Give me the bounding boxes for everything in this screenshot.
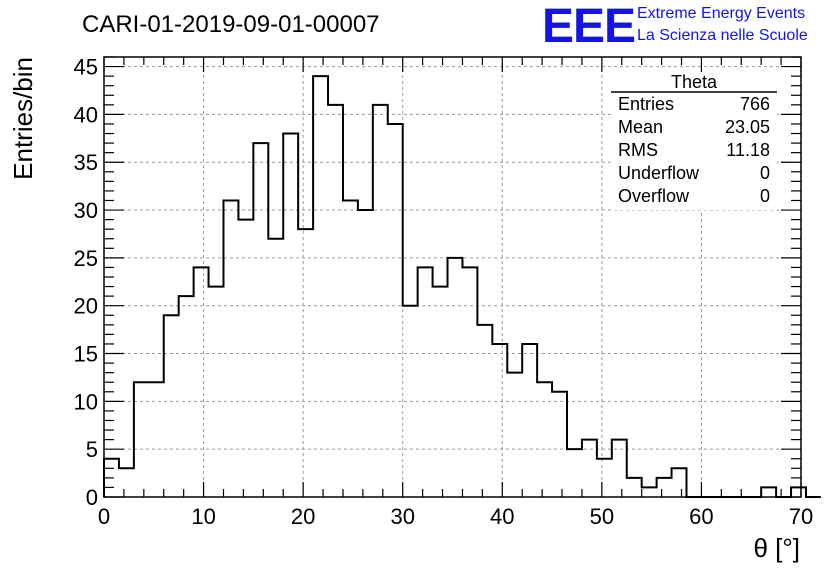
logo-line-1: Extreme Energy Events <box>637 5 805 22</box>
y-tick-label: 0 <box>86 485 98 510</box>
histogram-series <box>103 75 821 498</box>
stats-box: Theta Entries 766 Mean 23.05 RMS 11.18 U… <box>611 72 777 210</box>
stats-label-overflow: Overflow <box>618 186 690 206</box>
x-tick-labels: 0 10 20 30 40 50 60 70 <box>98 504 813 529</box>
y-tick-label: 45 <box>74 55 98 80</box>
stats-value-underflow: 0 <box>760 163 770 183</box>
y-axis-label: Entries/bin <box>8 57 38 180</box>
logo-mark: EEE <box>542 0 635 53</box>
stats-box-background <box>611 72 777 210</box>
x-tick-label: 0 <box>98 504 110 529</box>
x-tick-label: 10 <box>191 504 215 529</box>
y-tick-label: 35 <box>74 150 98 175</box>
x-tick-label: 20 <box>291 504 315 529</box>
grid-lines <box>104 57 801 497</box>
y-tick-label: 25 <box>74 246 98 271</box>
eee-logo: EEE Extreme Energy Events La Scienza nel… <box>542 0 808 53</box>
stats-label-entries: Entries <box>618 94 674 114</box>
y-tick-label: 15 <box>74 342 98 367</box>
stats-value-overflow: 0 <box>760 186 770 206</box>
axis-ticks <box>103 56 802 498</box>
y-tick-label: 5 <box>86 437 98 462</box>
stats-label-underflow: Underflow <box>618 163 700 183</box>
x-tick-label: 50 <box>590 504 614 529</box>
y-tick-label: 40 <box>74 102 98 127</box>
logo-line-2: La Scienza nelle Scuole <box>637 27 808 44</box>
x-tick-label: 30 <box>390 504 414 529</box>
x-tick-label: 40 <box>490 504 514 529</box>
chart-title: CARI-01-2019-09-01-00007 <box>82 11 380 38</box>
x-tick-label: 70 <box>789 504 813 529</box>
y-tick-label: 20 <box>74 294 98 319</box>
y-tick-labels: 0 5 10 15 20 25 30 35 40 45 <box>74 55 98 510</box>
stats-label-mean: Mean <box>618 117 663 137</box>
y-tick-label: 10 <box>74 389 98 414</box>
stats-value-mean: 23.05 <box>725 117 770 137</box>
stats-value-rms: 11.18 <box>726 140 770 160</box>
x-tick-label: 60 <box>689 504 713 529</box>
stats-value-entries: 766 <box>740 94 770 114</box>
plot-frame <box>103 56 802 498</box>
y-tick-label: 30 <box>74 198 98 223</box>
stats-label-rms: RMS <box>618 140 658 160</box>
x-axis-label: θ [°] <box>753 533 800 563</box>
stats-box-title: Theta <box>671 72 718 92</box>
